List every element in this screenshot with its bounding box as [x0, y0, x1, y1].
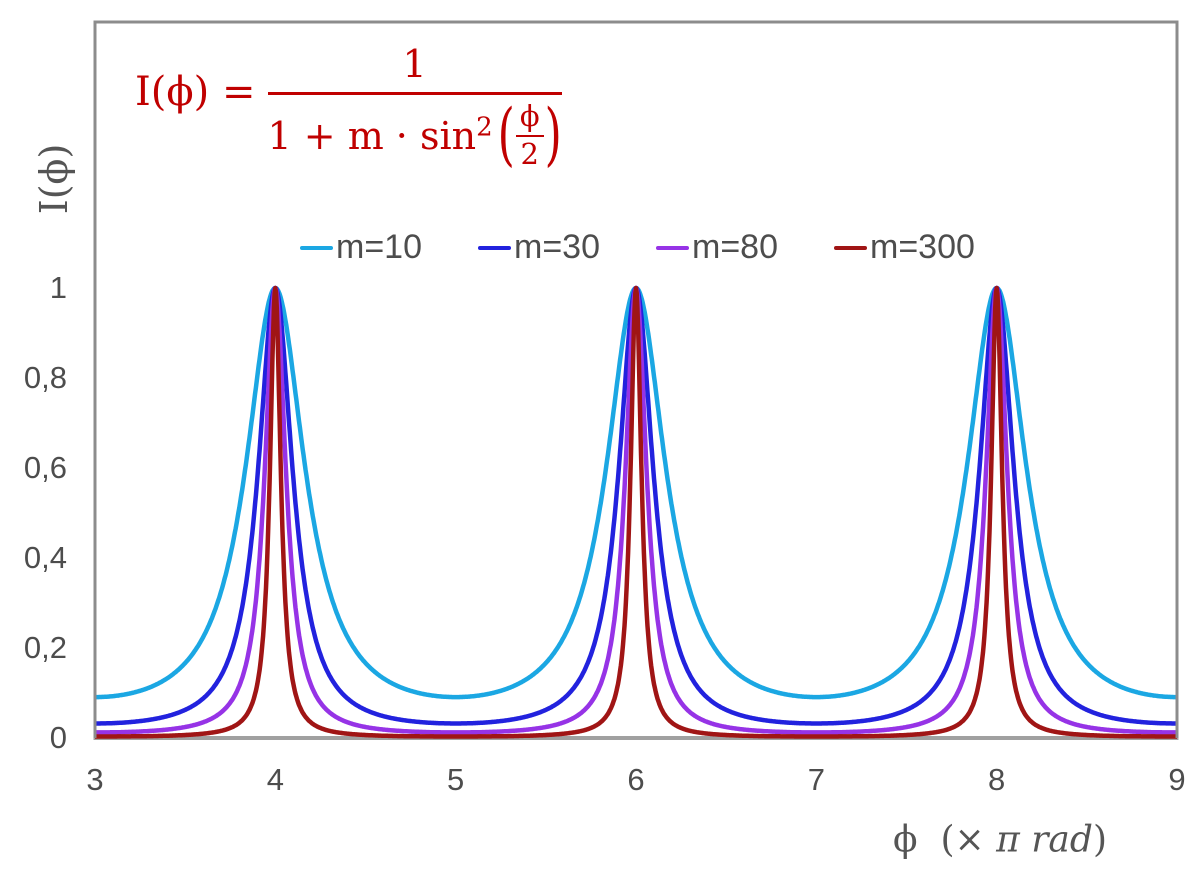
y-tick-label-0_6: 0,6 [23, 450, 67, 485]
y-tick-label-1: 1 [49, 270, 67, 305]
x-tick-label-8: 8 [988, 762, 1006, 797]
x-tick-label-9: 9 [1168, 762, 1186, 797]
legend-swatch-m-10 [300, 245, 333, 250]
formula-sin-exponent: 2 [476, 111, 493, 142]
x-tick-label-3: 3 [86, 762, 104, 797]
formula-inner-denominator: 2 [520, 137, 539, 171]
formula-numerator: 1 [267, 45, 562, 95]
formula-lhs: I(ϕ) = [135, 69, 256, 115]
x-axis-title-pi-rad: π rad [996, 819, 1093, 861]
formula-annotation: I(ϕ) = 1 1 + m · sin2 ( ϕ 2 ) [135, 45, 562, 169]
curve-m-80 [93, 285, 1179, 735]
x-axis-title-phi: ϕ [893, 819, 918, 861]
curve-m-30 [93, 285, 1179, 726]
plot-frame [93, 20, 1179, 738]
y-axis-title: I(ϕ) [32, 143, 76, 215]
legend-item-m-10: m=10 [300, 228, 422, 267]
formula-paren-close: ) [544, 95, 562, 175]
formula-denominator: 1 + m · sin2 ( ϕ 2 ) [268, 95, 562, 169]
x-tick-label-6: 6 [627, 762, 645, 797]
y-tick-label-0: 0 [49, 720, 67, 755]
legend-label-m-30: m=30 [514, 228, 600, 266]
legend-label-m-10: m=10 [336, 228, 422, 266]
x-axis-title: ϕ (× π rad) [893, 820, 1107, 861]
formula-denominator-main: 1 + m · sin2 [267, 111, 493, 158]
formula-inner-fraction: ϕ 2 [515, 102, 544, 171]
y-tick-label-0_4: 0,4 [23, 540, 67, 575]
formula-inner-numerator: ϕ [515, 102, 544, 137]
legend-swatch-m-80 [656, 245, 689, 250]
legend-item-m-30: m=30 [478, 228, 600, 267]
legend-label-m-80: m=80 [692, 228, 778, 266]
x-tick-label-7: 7 [807, 762, 825, 797]
x-axis-title-paren-open: (× [940, 819, 997, 861]
x-axis-title-paren-close: ) [1092, 819, 1107, 861]
formula-paren-open: ( [497, 95, 515, 175]
legend-label-m-300: m=300 [870, 228, 975, 266]
x-tick-label-5: 5 [447, 762, 465, 797]
y-tick-label-0_2: 0,2 [23, 630, 67, 665]
formula-fraction: 1 1 + m · sin2 ( ϕ 2 ) [267, 45, 562, 169]
legend-swatch-m-30 [478, 245, 511, 250]
legend: m=10 m=30 m=80 m=300 [300, 228, 975, 267]
curve-m-300 [93, 285, 1179, 739]
legend-item-m-300: m=300 [834, 228, 975, 267]
legend-item-m-80: m=80 [656, 228, 778, 267]
y-tick-label-0_8: 0,8 [23, 360, 67, 395]
x-tick-label-4: 4 [266, 762, 284, 797]
legend-swatch-m-300 [834, 245, 867, 250]
